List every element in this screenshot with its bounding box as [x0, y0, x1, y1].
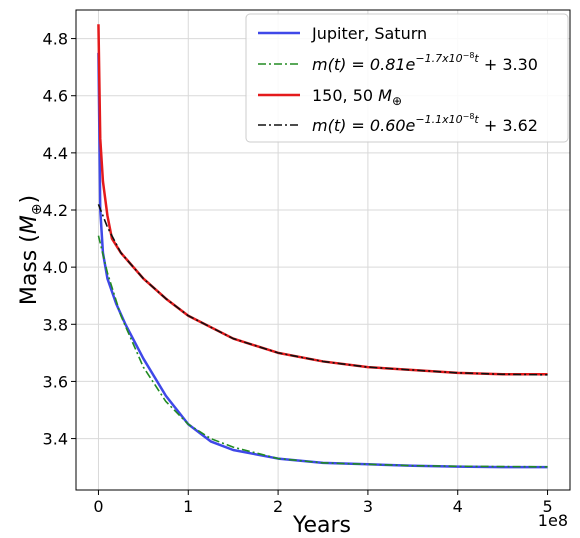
- y-tick-label: 4.4: [43, 144, 68, 163]
- x-offset-label: 1e8: [538, 511, 568, 530]
- y-tick-label: 3.8: [43, 315, 68, 334]
- y-tick-label: 4.6: [43, 87, 68, 106]
- legend: Jupiter, Saturn m(t) = 0.81e−1.7x10−8t +…: [245, 13, 569, 143]
- y-axis-label: Mass (M⊕): [17, 195, 45, 305]
- y-tick-label: 3.6: [43, 372, 68, 391]
- y-tick-label: 3.4: [43, 430, 68, 449]
- x-tick-label: 0: [93, 497, 103, 516]
- legend-label-fit-1: m(t) = 0.81e−1.7x10−8t + 3.30: [312, 51, 538, 74]
- legend-label-jupiter-saturn: Jupiter, Saturn: [311, 24, 427, 43]
- series-fit-jupiter-saturn: [97, 235, 548, 468]
- y-tick-label: 4.8: [43, 30, 68, 49]
- legend-label-150-50: 150, 50 M⊕: [312, 86, 402, 108]
- x-tick-label: 5: [542, 497, 552, 516]
- x-tick-label: 3: [363, 497, 373, 516]
- legend-label-fit-2: m(t) = 0.60e−1.1x10−8t + 3.62: [312, 112, 538, 135]
- x-tick-label: 1: [183, 497, 193, 516]
- series-lines: [97, 24, 548, 469]
- plot-frame: [75, 9, 571, 491]
- series-fit-150-50: [97, 203, 548, 376]
- x-axis-label: Years: [292, 513, 351, 538]
- y-tick-label: 4.2: [43, 201, 68, 220]
- legend-box: [245, 13, 569, 143]
- x-tick-label: 2: [273, 497, 283, 516]
- y-tick-label: 4.0: [43, 258, 68, 277]
- axis-ticks: 0 1 2 3 4 5 3.4 3.6 3.8 4.0 4.2 4.4 4.6 4.8: [43, 30, 553, 516]
- x-tick-label: 4: [453, 497, 463, 516]
